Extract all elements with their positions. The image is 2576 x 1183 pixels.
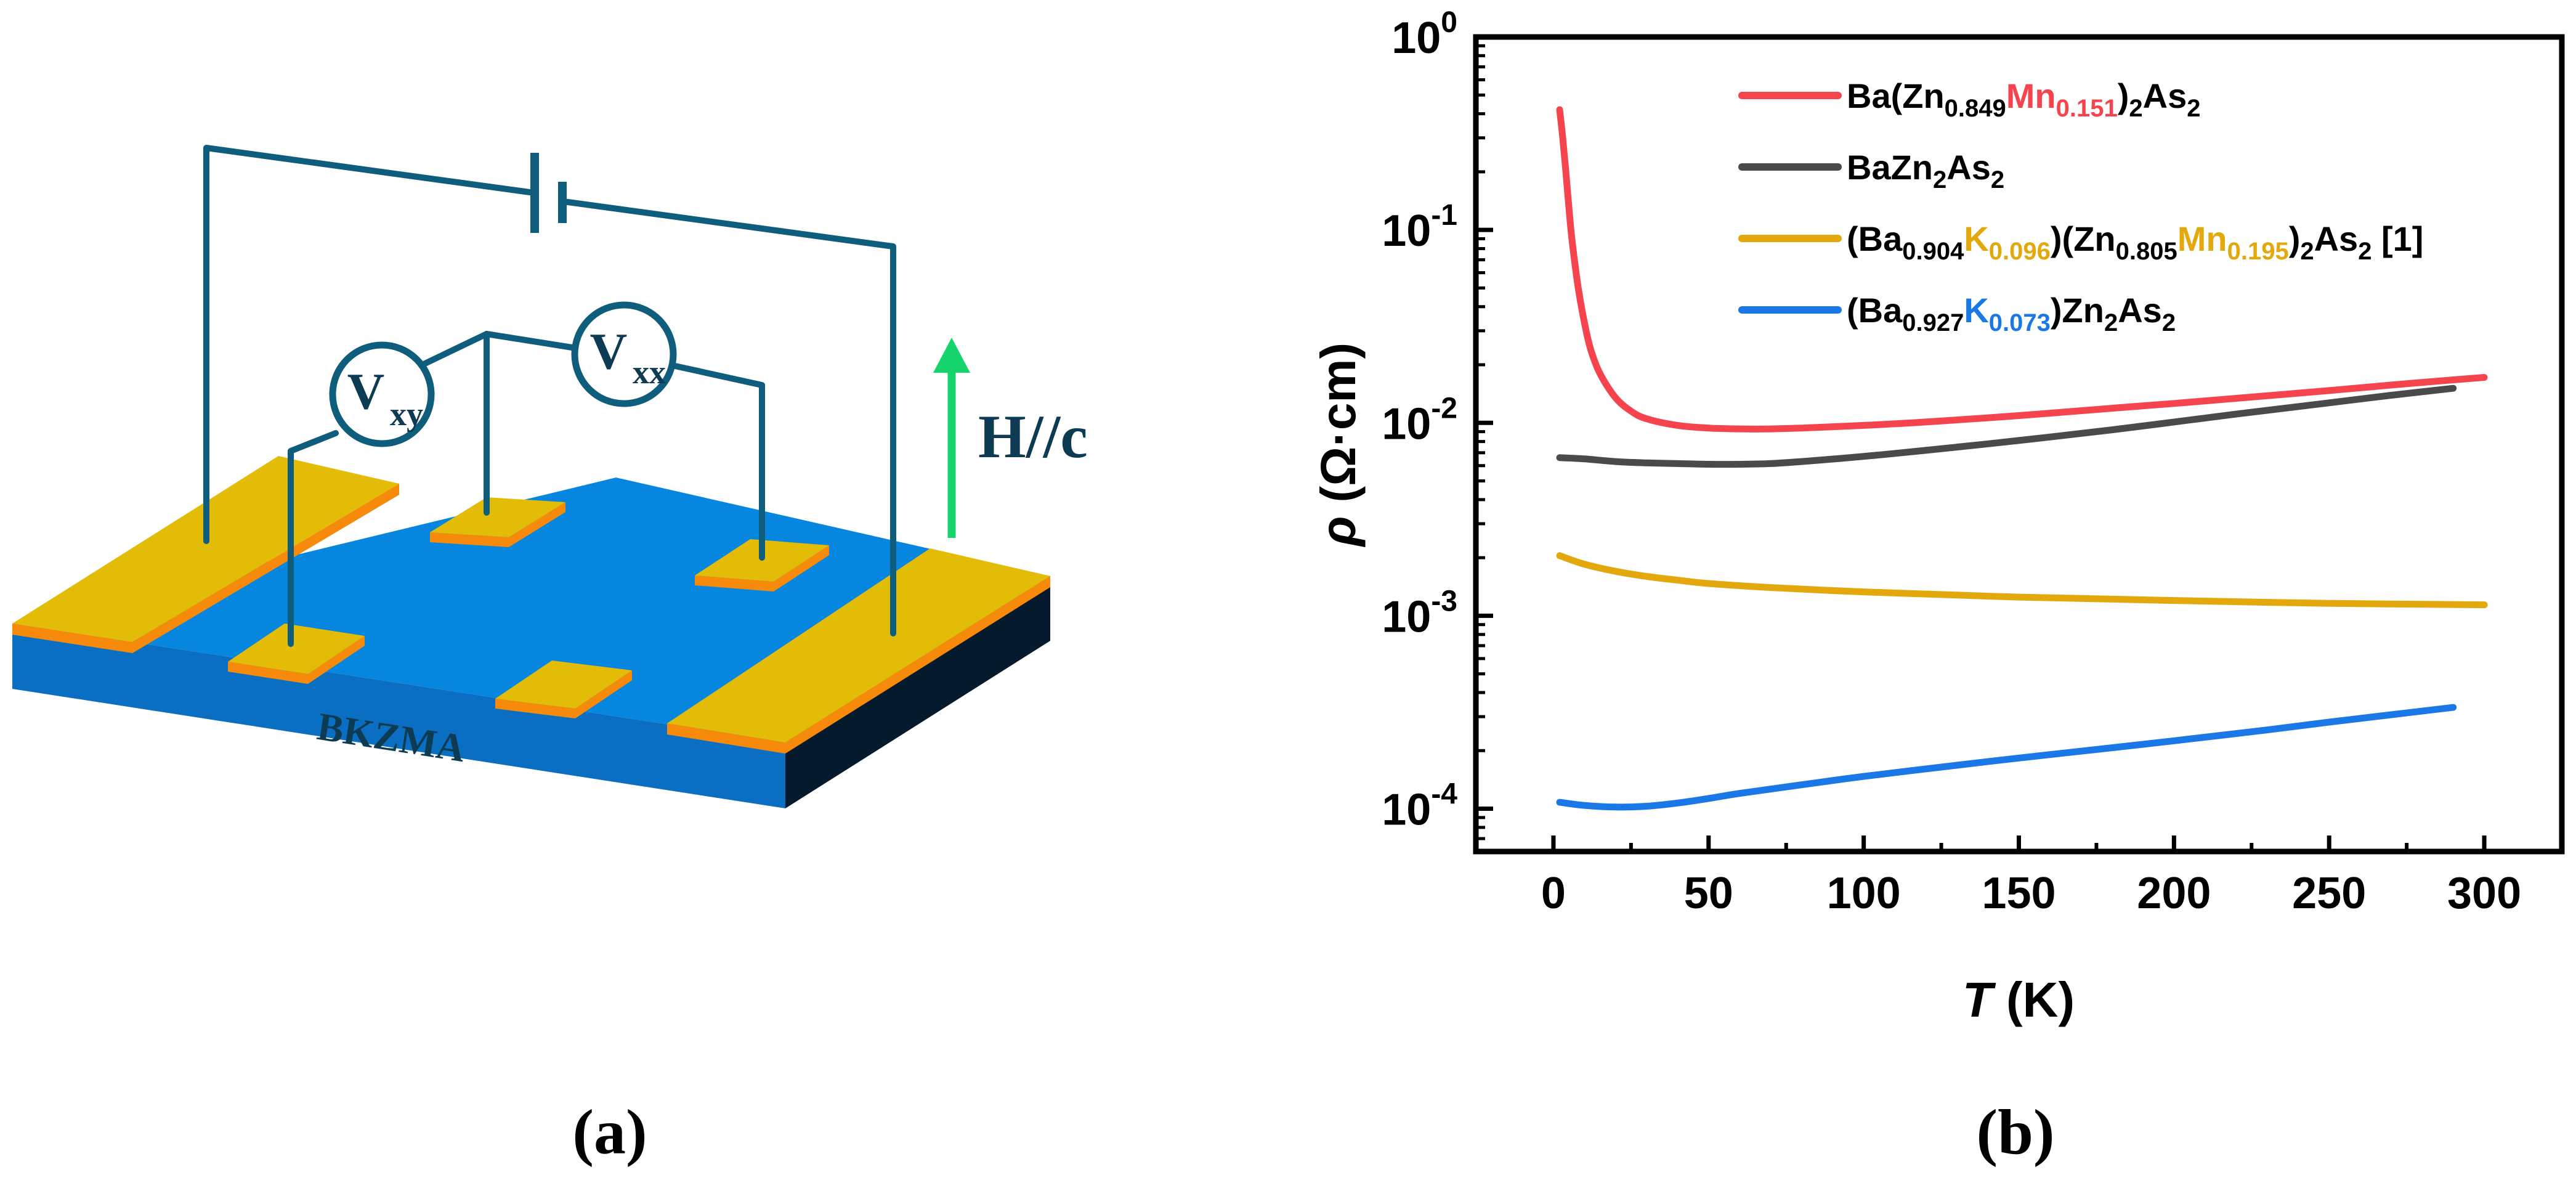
series-line xyxy=(1556,106,2488,433)
x-tick-label: 0 xyxy=(1541,869,1566,918)
x-tick-label: 300 xyxy=(2447,869,2521,918)
contact-right-strip xyxy=(667,548,1050,742)
contact-pad-3 xyxy=(495,661,632,718)
contact-left-strip-edge xyxy=(12,624,132,653)
plot-frame xyxy=(1473,34,2565,855)
contact-right-strip-edge-side xyxy=(785,576,1050,754)
x-axis-label: T (K) xyxy=(1962,972,2075,1027)
contact-right-strip-edge xyxy=(667,723,785,754)
y-tick-label: 10-2 xyxy=(1382,392,1457,449)
field-arrow-icon xyxy=(933,338,970,538)
wires xyxy=(203,145,896,647)
y-tick-label: 10-1 xyxy=(1382,199,1457,256)
legend-label: Ba(Zn0.849Mn0.151)2As2 xyxy=(1847,76,2200,122)
resistivity-chart: 0 50 100 150 200 250 300 100 10-1 10-2 10-3 10-4 Ba… xyxy=(1311,6,2565,1027)
vxx-main: V xyxy=(590,323,628,380)
series-line xyxy=(1556,704,2457,811)
substrate-front xyxy=(12,624,785,808)
contact-pad-1 xyxy=(228,624,365,684)
y-tick-label: 100 xyxy=(1391,6,1457,63)
y-axis-label: ρ (Ω·cm) xyxy=(1311,343,1366,547)
vxy-sub: xy xyxy=(390,396,423,433)
panel-b-label: (b) xyxy=(1976,1097,2054,1168)
vxx-sub: xx xyxy=(633,354,666,391)
axis-ticks: 0 50 100 150 200 250 300 100 10-1 10-2 10-3 10-4 xyxy=(1382,6,2521,918)
vxx-wire-right xyxy=(666,362,765,561)
vxx-voltmeter: V xx xyxy=(571,301,677,407)
legend-label: (Ba0.904K0.096)(Zn0.805Mn0.195)2As2 [1] xyxy=(1847,219,2423,265)
contact-pad-2 xyxy=(430,497,565,547)
panel-a-label: (a) xyxy=(572,1097,647,1168)
contact-left-strip xyxy=(12,456,399,642)
vxy-voltmeter: V xy xyxy=(329,341,435,447)
current-wire xyxy=(203,145,533,544)
device-schematic: BKZMA V xy V xx xyxy=(12,145,1088,808)
vxy-wire-left xyxy=(288,430,339,647)
y-tick-label: 10-3 xyxy=(1382,585,1457,641)
field-label: H//c xyxy=(978,402,1088,471)
x-tick-label: 250 xyxy=(2292,869,2366,918)
contact-left-strip-edge-side xyxy=(132,484,399,653)
y-tick-label: 10-4 xyxy=(1382,778,1457,835)
current-wire-right xyxy=(561,198,896,636)
vxy-vxx-wire xyxy=(422,331,579,367)
battery-icon xyxy=(530,153,567,233)
legend-label: BaZn2As2 xyxy=(1847,148,2004,193)
data-series xyxy=(1556,106,2488,811)
x-tick-label: 150 xyxy=(1982,869,2056,918)
substrate-side xyxy=(785,576,1050,808)
series-line xyxy=(1556,552,2488,609)
vxy-main: V xyxy=(347,363,385,420)
series-line xyxy=(1556,384,2457,468)
legend-label: (Ba0.927K0.073)Zn2As2 xyxy=(1847,291,2176,336)
x-tick-label: 50 xyxy=(1684,869,1733,918)
legend: Ba(Zn0.849Mn0.151)2As2 BaZn2As2 (Ba0.904K0… xyxy=(1738,76,2423,336)
x-tick-label: 200 xyxy=(2137,869,2211,918)
x-tick-label: 100 xyxy=(1827,869,1901,918)
